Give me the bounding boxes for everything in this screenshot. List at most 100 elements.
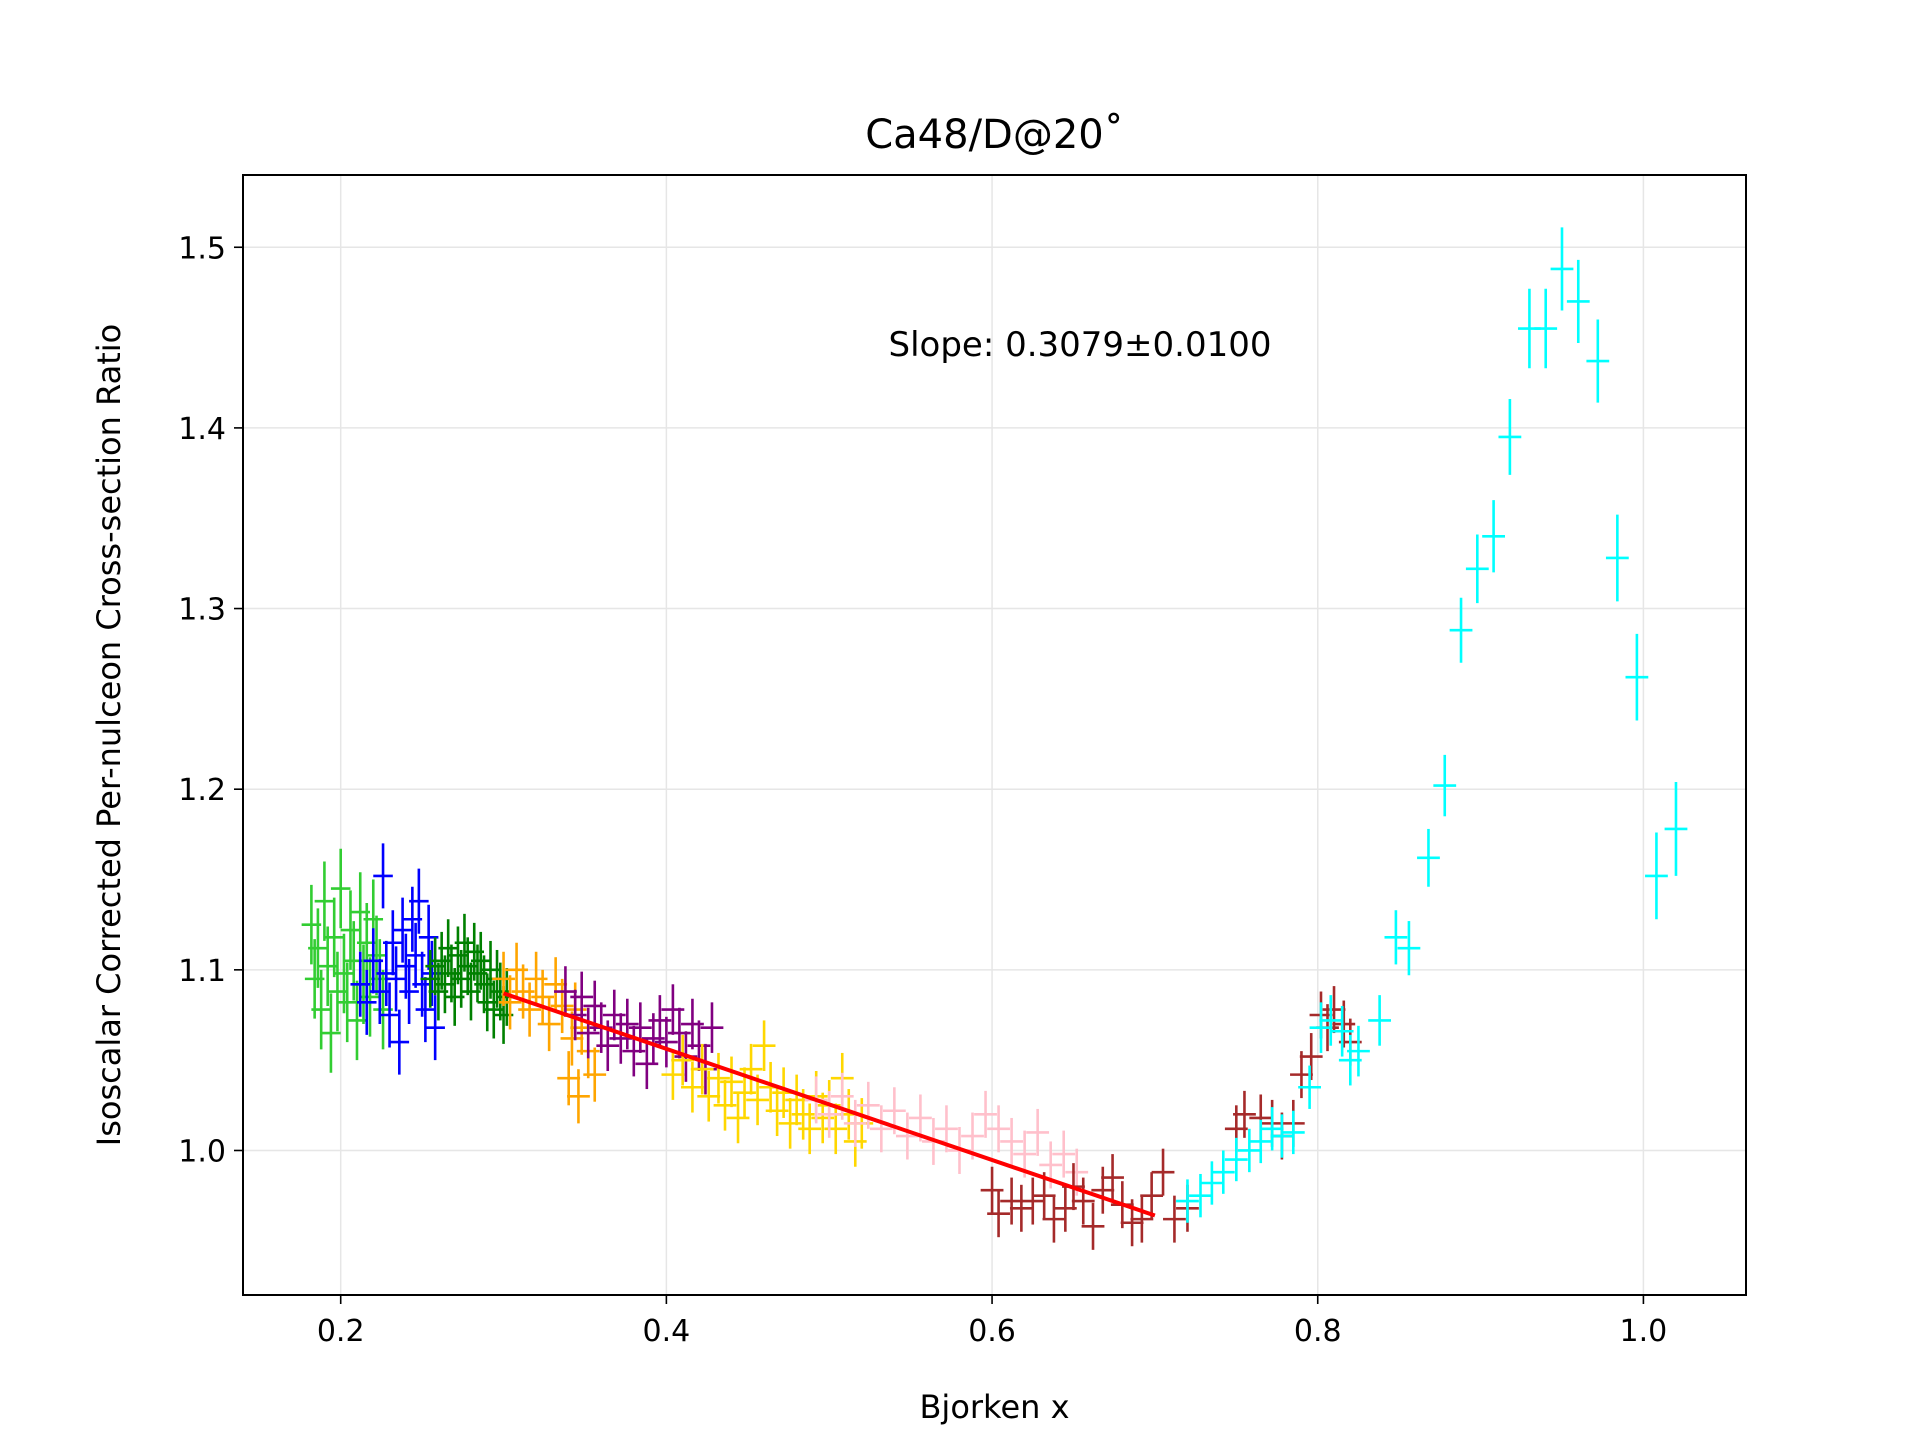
data-point: [1498, 399, 1522, 475]
data-point: [396, 933, 416, 999]
data-point: [1384, 910, 1408, 965]
data-point: [356, 969, 377, 1035]
data-point: [1032, 1172, 1056, 1220]
data-point: [1224, 1137, 1248, 1182]
data-point: [1309, 1002, 1333, 1053]
data-point: [1026, 1108, 1050, 1156]
data-point: [1021, 1177, 1045, 1225]
data-point: [576, 1007, 600, 1059]
data-point: [1237, 1128, 1261, 1173]
data-point: [1298, 1065, 1321, 1109]
data-point: [340, 890, 361, 970]
data-point: [1645, 832, 1668, 920]
data-point: [567, 1069, 590, 1124]
data-point: [1071, 1177, 1095, 1225]
data-point: [798, 1103, 822, 1155]
data-point: [330, 848, 351, 929]
data-point: [1281, 1110, 1305, 1155]
data-point: [1009, 1184, 1033, 1232]
data-point: [308, 908, 328, 988]
data-point: [425, 995, 445, 1061]
data-point: [1566, 259, 1590, 343]
data-point: [1433, 754, 1457, 817]
data-point: [752, 1020, 776, 1071]
data-point: [498, 975, 522, 1030]
data-point: [334, 933, 354, 1014]
y-tick-label: 1.3: [178, 593, 226, 628]
data-point: [615, 998, 639, 1050]
data-point: [550, 978, 574, 1034]
y-tick-label: 1.4: [178, 412, 226, 447]
data-point: [1163, 1195, 1186, 1243]
data-point: [1249, 1119, 1273, 1164]
data-point: [321, 993, 341, 1073]
data-point: [661, 1049, 685, 1100]
data-point: [409, 868, 429, 934]
slope-annotation: Slope: 0.3079±0.0100: [888, 325, 1271, 365]
data-point: [1534, 288, 1558, 369]
data-point: [1000, 1117, 1023, 1165]
data-point: [1081, 1202, 1105, 1250]
data-point: [1189, 1173, 1212, 1218]
data-point: [1482, 500, 1505, 573]
data-point: [399, 959, 419, 1025]
fit-line: [502, 991, 1156, 1218]
data-point: [1417, 828, 1440, 887]
chart-title: Ca48/D@20˚: [865, 112, 1124, 158]
data-point: [707, 1052, 730, 1104]
data-point: [974, 1090, 997, 1138]
data-point: [1347, 1025, 1370, 1077]
data-point: [1200, 1161, 1224, 1205]
data-point: [843, 1099, 867, 1147]
data-point: [438, 919, 458, 978]
data-point: [1625, 633, 1649, 721]
data-series: [1176, 227, 1688, 1223]
data-point: [337, 962, 357, 1043]
data-point: [412, 951, 432, 1017]
data-point: [1586, 319, 1610, 403]
x-tick-label: 0.8: [1294, 1314, 1342, 1349]
data-point: [856, 1081, 880, 1129]
data-point: [720, 1056, 743, 1108]
tick-layer: 0.2 0.4 0.6 0.8 1.0 1.0 1.1 1.2 1.3 1.4 1.5: [178, 231, 1667, 1349]
data-point: [1130, 1195, 1154, 1243]
data-point: [311, 969, 331, 1050]
data-point: [314, 861, 335, 941]
data-point: [454, 913, 475, 972]
data-series: [301, 848, 393, 1073]
x-tick-label: 0.4: [643, 1314, 691, 1349]
x-tick-label: 0.6: [968, 1314, 1016, 1349]
data-point: [1042, 1195, 1066, 1243]
data-point: [1151, 1148, 1175, 1196]
data-point: [366, 915, 387, 996]
data-point: [987, 1105, 1010, 1153]
data-point: [1211, 1150, 1235, 1194]
data-point: [560, 1011, 584, 1066]
data-point: [1465, 534, 1489, 604]
data-point: [1397, 921, 1421, 976]
y-tick-label: 1.1: [178, 954, 226, 989]
data-point: [895, 1112, 919, 1160]
x-tick-label: 0.2: [317, 1314, 365, 1349]
data-point: [554, 966, 577, 1017]
data-point: [1664, 781, 1688, 876]
data-point: [1550, 227, 1574, 311]
data-point: [583, 1047, 607, 1102]
data-series: [420, 913, 517, 1044]
data-point: [700, 1002, 724, 1053]
data-point: [360, 957, 380, 1037]
data-point: [415, 977, 436, 1043]
data-point: [690, 1043, 714, 1095]
data-point: [739, 1043, 763, 1095]
data-point: [1140, 1172, 1164, 1220]
data-point: [671, 1034, 695, 1086]
data-point: [386, 946, 406, 1012]
data-point: [817, 1090, 841, 1138]
data-series: [350, 843, 445, 1075]
data-point: [869, 1105, 893, 1153]
data-point: [1449, 597, 1473, 663]
data-point: [1101, 1154, 1124, 1202]
data-point: [1052, 1130, 1076, 1178]
data-point: [746, 1074, 769, 1126]
